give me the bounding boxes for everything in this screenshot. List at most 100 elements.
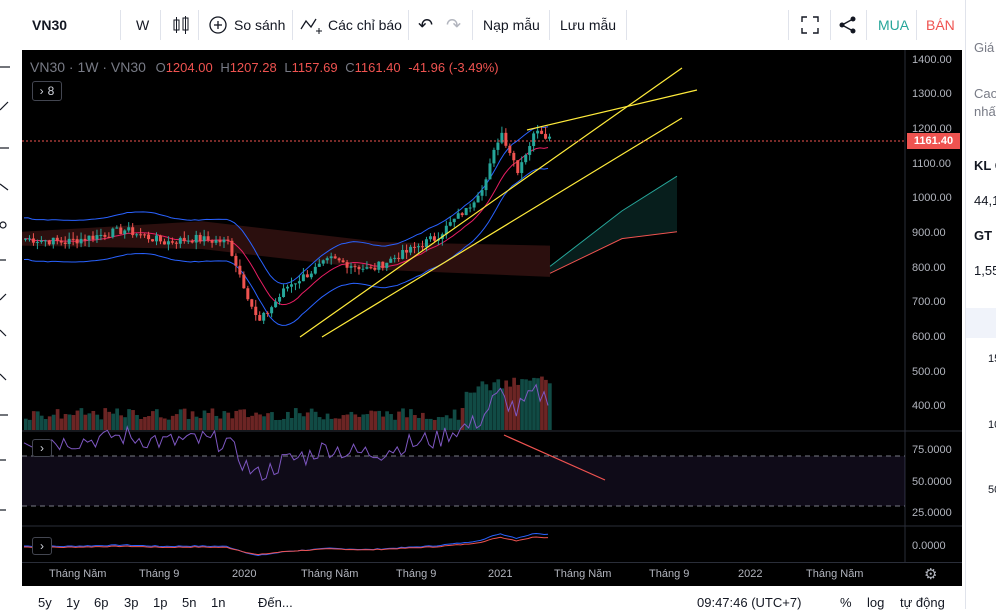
range-5n[interactable]: 5n [182, 595, 197, 610]
volume-bar [369, 410, 374, 430]
volume-bar [131, 410, 135, 430]
price-axis-label: 1200.00 [912, 123, 952, 135]
volume-bar [254, 412, 258, 430]
price-axis-label: 1400.00 [912, 54, 952, 66]
volume-bar [528, 380, 532, 430]
trendline-3[interactable] [526, 89, 698, 131]
pattern-tool-icon[interactable] [0, 183, 9, 191]
chart-area[interactable]: VN30 · 1W · VN30 O1204.00 H1207.28 L1157… [22, 50, 962, 585]
legend-h-value: 1207.28 [229, 60, 277, 75]
percent-toggle[interactable]: % [840, 595, 852, 610]
volume-bar [278, 419, 282, 430]
load-template-button[interactable]: Nạp mẫu [483, 0, 540, 50]
candle-body [135, 234, 139, 236]
volume-bar [59, 418, 64, 430]
trendline-1[interactable] [299, 67, 683, 338]
rsi-axis-label: 75.0000 [912, 444, 952, 456]
symbol-search[interactable]: VN30 [32, 0, 67, 50]
sell-button[interactable]: BÁN [926, 0, 955, 50]
volume-bar [234, 410, 239, 430]
save-template-button[interactable]: Lưu mẫu [560, 0, 616, 50]
legend-l-label: L [284, 60, 292, 75]
volume-bar [147, 416, 151, 430]
candle-body [385, 262, 389, 268]
candle-body [393, 257, 397, 259]
volume-bar [420, 412, 425, 430]
time-axis-label: Tháng 9 [396, 568, 437, 580]
time-axis[interactable]: Tháng Năm Tháng 9 2020 Tháng Năm Tháng 9… [22, 562, 962, 586]
trendline-tool-icon[interactable] [0, 101, 9, 111]
kl-label: KL G [974, 158, 996, 173]
volume-bar [198, 418, 203, 430]
range-5y[interactable]: 5y [38, 595, 52, 610]
volume-bar [186, 418, 191, 430]
candle-body [373, 267, 377, 270]
legend-o-label: O [155, 60, 166, 75]
candle-body [365, 267, 369, 269]
vol-axis-label: 100 [988, 419, 996, 431]
volume-bar [202, 410, 207, 430]
indicator-collapse-button[interactable]: › 8 [32, 81, 62, 101]
candle-body [325, 258, 329, 261]
range-1y[interactable]: 1y [66, 595, 80, 610]
volume-bar [67, 414, 72, 430]
price-axis-label: 1100.00 [912, 158, 951, 170]
volume-bar [43, 419, 48, 430]
zoom-tool-icon[interactable] [0, 329, 7, 337]
candle-body [456, 213, 460, 219]
legend-title[interactable]: VN30 · 1W · VN30 [30, 59, 146, 75]
redo-button[interactable]: ↷ [446, 0, 461, 50]
compare-button[interactable]: So sánh [208, 0, 285, 50]
candle-body [282, 288, 286, 298]
clock[interactable]: 09:47:46 (UTC+7) [697, 595, 802, 610]
chart-type-button[interactable] [172, 0, 190, 50]
price-chart[interactable] [22, 50, 962, 585]
trendline-2[interactable] [321, 117, 683, 338]
rsi-divergence-line[interactable] [503, 434, 606, 481]
candle-body [194, 234, 198, 243]
rsi-pane-toggle[interactable]: › [32, 439, 52, 457]
candle-body [210, 240, 214, 243]
candle-body [182, 237, 186, 242]
range-1p[interactable]: 1p [153, 595, 168, 610]
share-button[interactable] [838, 0, 858, 50]
legend-change: -41.96 (-3.49%) [408, 60, 499, 75]
volume-bar [325, 413, 330, 430]
volume-bar [75, 410, 80, 430]
price-label: Giá [974, 40, 995, 55]
volume-bar [357, 416, 362, 430]
interval-button[interactable]: W [136, 0, 149, 50]
undo-button[interactable]: ↶ [418, 0, 433, 50]
candle-body [444, 225, 448, 235]
price-axis-label: 900.00 [912, 227, 946, 239]
settings-gear-icon[interactable]: ⚙ [924, 566, 938, 583]
volume-bar [397, 411, 401, 430]
goto-date-button[interactable]: Đến... [258, 595, 293, 610]
brush-tool-icon[interactable] [0, 221, 7, 229]
measure-tool-icon[interactable] [0, 293, 7, 301]
range-6p[interactable]: 6p [94, 595, 109, 610]
candle-body [238, 265, 242, 275]
candle-body [369, 267, 373, 269]
candle-body [452, 218, 456, 223]
trendlines[interactable] [299, 67, 698, 338]
range-1n[interactable]: 1n [211, 595, 226, 610]
candle-body [420, 246, 424, 248]
candle-body [532, 133, 536, 147]
candle-body [155, 235, 159, 242]
candle-body [305, 274, 309, 278]
volume-bar [190, 411, 195, 430]
fullscreen-button[interactable] [800, 0, 820, 50]
legend-o-value: 1204.00 [165, 60, 213, 75]
log-toggle[interactable]: log [867, 595, 885, 610]
auto-toggle[interactable]: tự động [900, 595, 945, 610]
buy-button[interactable]: MUA [878, 0, 909, 50]
volume-bar [532, 377, 536, 430]
indicator-count: 8 [47, 84, 55, 98]
range-3p[interactable]: 3p [124, 595, 139, 610]
volume-bar [258, 414, 262, 430]
magnet-tool-icon[interactable] [0, 373, 7, 381]
indicators-button[interactable]: Các chỉ báo [300, 0, 402, 50]
macd-pane-toggle[interactable]: › [32, 537, 52, 555]
volume-bar [31, 411, 36, 430]
